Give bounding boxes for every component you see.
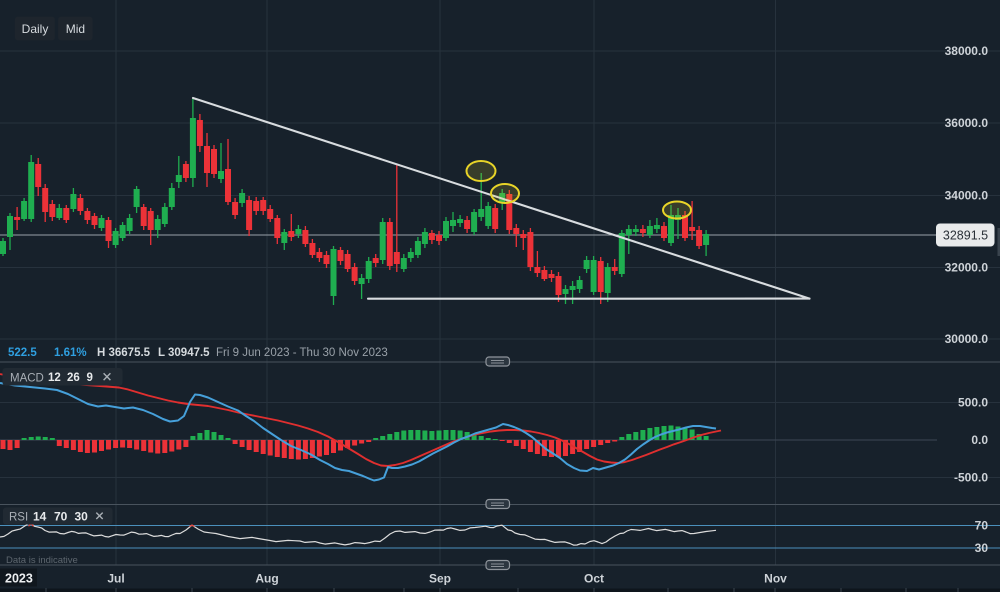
svg-text:32000.0: 32000.0 <box>945 261 989 275</box>
svg-text:Jul: Jul <box>107 572 124 586</box>
svg-text:Oct: Oct <box>584 572 604 586</box>
svg-text:Mid: Mid <box>66 22 85 36</box>
svg-text:34000.0: 34000.0 <box>945 189 989 203</box>
svg-text:H 36675.5: H 36675.5 <box>97 347 151 359</box>
svg-text:Daily: Daily <box>22 22 49 36</box>
svg-text:12: 12 <box>48 372 61 384</box>
svg-text:36000.0: 36000.0 <box>945 116 989 130</box>
svg-text:1.61%: 1.61% <box>54 347 87 359</box>
svg-text:26: 26 <box>67 372 80 384</box>
svg-text:32891.5: 32891.5 <box>943 229 988 243</box>
svg-text:Fri 9 Jun 2023 - Thu 30 Nov 20: Fri 9 Jun 2023 - Thu 30 Nov 2023 <box>216 347 388 359</box>
svg-text:30: 30 <box>75 510 89 524</box>
svg-text:RSI: RSI <box>9 512 28 524</box>
svg-text:500.0: 500.0 <box>958 396 988 410</box>
svg-text:38000.0: 38000.0 <box>945 44 989 58</box>
svg-text:522.5: 522.5 <box>8 347 37 359</box>
svg-text:70: 70 <box>54 510 68 524</box>
svg-text:Data is indicative: Data is indicative <box>6 555 78 566</box>
svg-text:70: 70 <box>975 519 989 533</box>
svg-text:-500.0: -500.0 <box>954 471 988 485</box>
svg-text:9: 9 <box>87 372 93 384</box>
svg-text:30: 30 <box>975 541 989 555</box>
svg-text:Sep: Sep <box>429 572 451 586</box>
svg-text:MACD: MACD <box>10 373 44 385</box>
svg-text:14: 14 <box>33 510 47 524</box>
svg-text:Nov: Nov <box>764 572 787 586</box>
svg-text:L 30947.5: L 30947.5 <box>158 347 210 359</box>
svg-text:Aug: Aug <box>255 572 278 586</box>
svg-text:30000.0: 30000.0 <box>945 332 989 346</box>
svg-text:2023: 2023 <box>5 572 33 586</box>
svg-text:0.0: 0.0 <box>971 433 988 447</box>
